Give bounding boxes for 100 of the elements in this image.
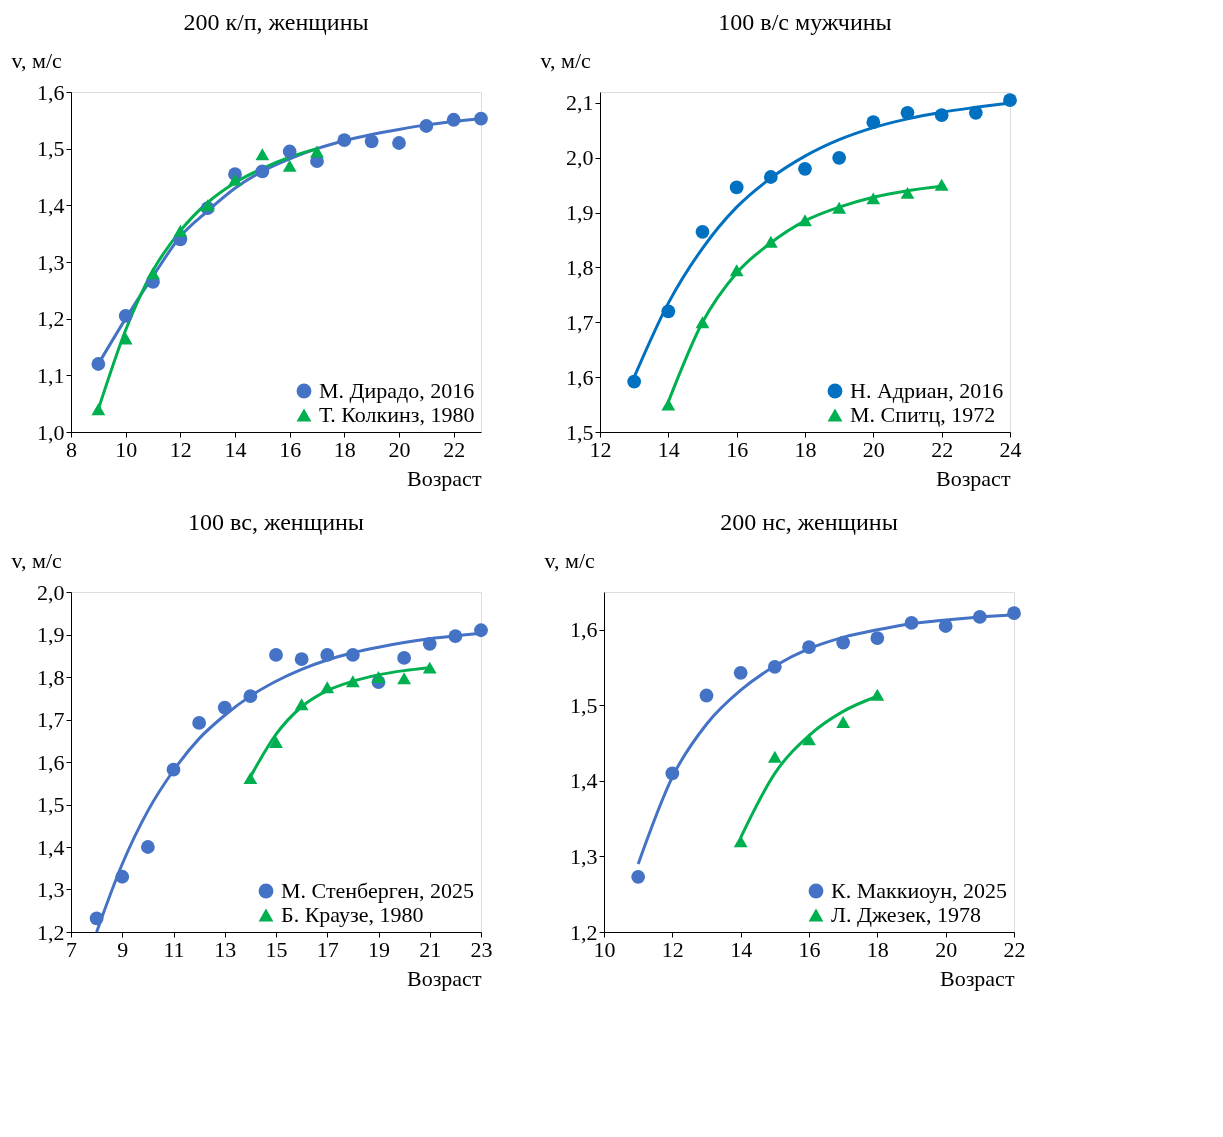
point	[798, 214, 812, 227]
point	[699, 688, 714, 703]
point	[474, 623, 488, 638]
x-tick-label: 18	[794, 436, 817, 462]
y-tick-label: 1,5	[37, 792, 65, 817]
chart-title: 100 вс, женщины	[188, 509, 364, 535]
x-tick-label: 14	[657, 436, 680, 462]
point	[627, 374, 642, 389]
point	[832, 201, 847, 214]
y-axis-title: v, м/с	[544, 547, 596, 573]
y-tick-label: 1,4	[37, 834, 65, 860]
point	[631, 869, 646, 884]
y-tick-label: 1,6	[570, 617, 598, 643]
x-tick-label: 11	[163, 936, 185, 962]
x-tick-label: 13	[214, 936, 237, 962]
point	[422, 661, 437, 674]
point	[729, 180, 744, 195]
point	[661, 398, 676, 411]
x-tick-label: 8	[66, 436, 77, 462]
point	[422, 636, 437, 651]
point	[118, 308, 133, 323]
chart-title: 200 к/п, женщины	[183, 9, 369, 35]
y-tick-label: 1,0	[37, 419, 65, 445]
legend-label: М. Дирадо, 2016	[319, 378, 475, 403]
y-tick-label: 1,8	[566, 254, 594, 280]
chart-title: 100 в/с мужчины	[718, 9, 892, 35]
x-tick-label: 14	[224, 436, 247, 462]
point	[474, 111, 488, 126]
y-tick-label: 1,7	[37, 707, 65, 732]
legend-label: Н. Адриан, 2016	[850, 378, 1004, 403]
point	[192, 716, 207, 730]
point	[243, 689, 258, 703]
x-tick-label: 22	[931, 436, 954, 462]
x-tick-label: 10	[115, 436, 138, 462]
y-tick-label: 1,3	[37, 877, 65, 902]
y-tick-label: 1,6	[566, 364, 594, 390]
x-tick-label: 7	[66, 936, 77, 962]
point	[866, 192, 881, 205]
point	[166, 762, 181, 777]
y-tick-label: 1,8	[37, 664, 65, 690]
point	[269, 648, 283, 662]
legend-label: М. Стенберген, 2025	[281, 878, 475, 903]
point	[446, 112, 461, 127]
y-tick-label: 1,4	[37, 192, 65, 218]
point	[320, 681, 335, 694]
point	[1003, 93, 1017, 108]
point	[836, 635, 851, 650]
point	[836, 715, 851, 728]
point	[798, 161, 812, 176]
y-tick-label: 2,0	[566, 145, 594, 171]
point	[1007, 606, 1021, 621]
y-tick-label: 1,2	[570, 919, 598, 945]
x-tick-label: 20	[935, 936, 958, 962]
point	[337, 133, 352, 148]
y-axis-title: v, м/с	[11, 47, 63, 73]
x-tick-label: 22	[1003, 936, 1026, 962]
y-tick-label: 1,9	[566, 200, 594, 226]
x-tick-label: 20	[388, 436, 411, 462]
point	[140, 840, 155, 854]
point	[870, 688, 885, 701]
point	[870, 631, 885, 645]
point	[938, 619, 953, 633]
legend-label: Т. Колкинз, 1980	[319, 402, 475, 427]
legend-label: К. Маккиоун, 2025	[831, 878, 1008, 903]
y-tick-label: 1,3	[37, 249, 65, 275]
point	[364, 134, 379, 149]
point	[255, 148, 270, 161]
x-tick-label: 12	[169, 436, 192, 462]
point	[665, 766, 680, 781]
y-tick-label: 2,1	[566, 90, 594, 116]
point	[282, 144, 297, 159]
y-axis-title: v, м/с	[540, 47, 592, 73]
point	[397, 672, 412, 685]
x-tick-label: 23	[470, 936, 493, 962]
x-tick-label: 16	[279, 436, 302, 462]
point	[310, 145, 324, 158]
point	[661, 304, 676, 319]
x-tick-label: 20	[862, 436, 885, 462]
legend-label: Л. Джезек, 1978	[831, 902, 982, 927]
point	[729, 264, 744, 277]
point	[146, 267, 160, 280]
point	[115, 869, 130, 884]
y-tick-label: 1,2	[37, 306, 65, 332]
point	[89, 911, 104, 926]
point	[904, 616, 919, 630]
point	[695, 224, 710, 239]
point	[217, 700, 232, 715]
point	[695, 316, 710, 329]
point	[832, 150, 847, 165]
x-axis-title: Возраст	[406, 465, 482, 491]
point	[802, 733, 816, 746]
point	[345, 648, 360, 662]
point	[419, 119, 434, 133]
x-tick-label: 17	[316, 936, 339, 962]
point	[255, 164, 270, 179]
point	[448, 629, 463, 644]
point	[397, 651, 412, 665]
y-tick-label: 1,6	[37, 79, 65, 105]
y-tick-label: 1,4	[570, 768, 598, 794]
y-tick-label: 1,3	[570, 843, 598, 869]
